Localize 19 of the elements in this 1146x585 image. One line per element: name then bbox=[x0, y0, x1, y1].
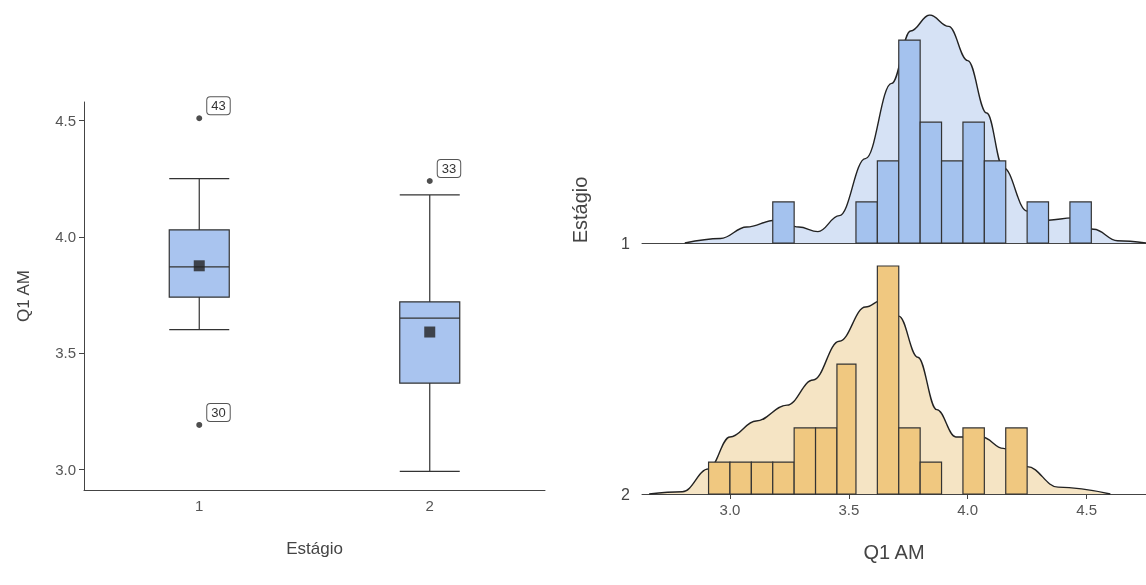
x-tick-label: 3.5 bbox=[838, 501, 860, 518]
y-tick-label: 3.5 bbox=[55, 344, 76, 362]
x-tick-label: 3.0 bbox=[719, 501, 741, 518]
x-tick-label: 2 bbox=[425, 497, 434, 514]
y-tick-label: 4.5 bbox=[55, 112, 76, 130]
y-tick-label: 3.0 bbox=[55, 460, 76, 478]
text: 2 bbox=[621, 485, 631, 503]
y-axis-title: Q1 AM bbox=[14, 270, 33, 322]
y-tick-label: 4.0 bbox=[55, 228, 76, 246]
annotation: 30 bbox=[211, 404, 226, 420]
y-axis-title: Estágio bbox=[568, 176, 592, 244]
x-axis-title: Estágio bbox=[286, 539, 343, 558]
x-axis-title: Q1 AM bbox=[863, 541, 925, 563]
annotation: 43 bbox=[211, 98, 226, 114]
x-tick-label: 4.5 bbox=[1076, 501, 1097, 518]
x-tick-label: 1 bbox=[195, 497, 204, 514]
annotation: 33 bbox=[441, 160, 457, 176]
x-tick-label: 4.0 bbox=[957, 501, 979, 518]
text: 1 bbox=[621, 234, 631, 252]
